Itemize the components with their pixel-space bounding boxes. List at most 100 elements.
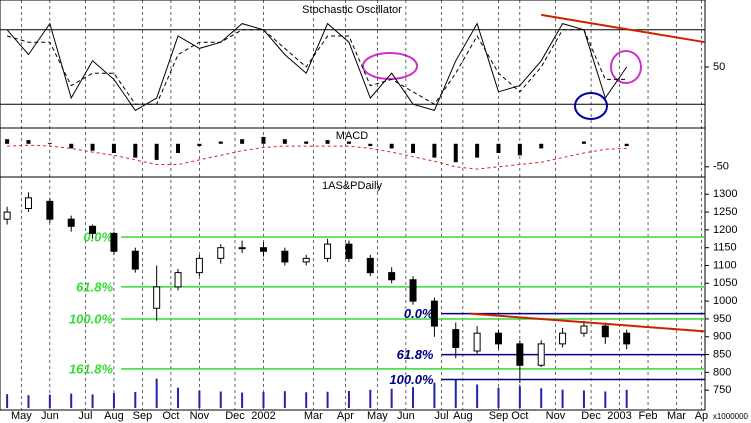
histogram-bar <box>411 143 416 153</box>
y-tick-label: 1150 <box>713 242 737 254</box>
x-tick-label: Dec <box>581 410 601 422</box>
candle-body <box>131 250 139 270</box>
histogram-bar <box>368 143 373 147</box>
series-line <box>6 29 627 105</box>
panel-title: MACD <box>336 130 368 142</box>
annotation-ellipse <box>362 52 418 80</box>
volume-bar <box>412 387 415 408</box>
volume-bar <box>347 390 350 408</box>
volume-bar <box>6 394 9 408</box>
fib-label: 61.8% <box>76 279 113 294</box>
histogram-bar <box>624 143 629 147</box>
y-tick-label: 1050 <box>713 277 737 289</box>
x-tick-label: Jun <box>397 410 415 422</box>
candle-body <box>409 279 417 302</box>
volume-unit: x1000000 <box>713 412 749 421</box>
histogram-bar <box>432 143 437 158</box>
y-tick-label: 1100 <box>713 259 737 271</box>
volume-bar <box>91 394 94 408</box>
candle-body <box>580 325 588 334</box>
histogram-bar <box>517 143 522 156</box>
panel-title: 1AS&PDaily <box>322 180 382 192</box>
histogram-bar <box>111 143 116 153</box>
histogram-bar <box>496 143 501 153</box>
y-tick-label: 1000 <box>713 295 737 307</box>
candle-body <box>601 325 609 338</box>
x-tick-label: Jul <box>78 410 92 422</box>
fib-label: 0.0% <box>404 306 434 321</box>
volume-bar <box>454 380 457 408</box>
y-tick-label: 1250 <box>713 206 737 218</box>
candle-body <box>559 332 567 345</box>
volume-bar <box>283 391 286 408</box>
histogram-bar <box>133 143 138 158</box>
x-tick-label: Sep <box>489 410 509 422</box>
x-tick-label: 2002 <box>251 410 275 422</box>
x-tick-label: Oct <box>162 410 179 422</box>
volume-bar <box>241 392 244 408</box>
volume-bar <box>433 382 436 408</box>
histogram-bar <box>304 141 309 144</box>
panel-title: Stochastic Oscillator <box>302 4 402 16</box>
x-tick-label: May <box>367 410 388 422</box>
volume-bar <box>27 395 30 408</box>
x-tick-label: Oct <box>511 410 528 422</box>
fib-label: 0.0% <box>83 229 113 244</box>
x-tick-label: Mar <box>667 410 686 422</box>
histogram-bar <box>240 139 245 144</box>
volume-bar <box>112 393 115 408</box>
candle-body <box>3 211 11 220</box>
x-tick-label: Ap <box>695 410 708 422</box>
y-tick-label: 900 <box>713 331 731 343</box>
plot-frame <box>0 0 706 411</box>
candle-body <box>366 257 374 274</box>
volume-bar <box>70 393 73 408</box>
volume-bar <box>326 391 329 408</box>
candle-body <box>452 329 460 348</box>
histogram-bar <box>453 143 458 163</box>
annotation-ellipse <box>610 50 642 84</box>
y-tick-label: 1300 <box>713 188 737 200</box>
candle-body <box>537 343 545 366</box>
histogram-bar <box>176 143 181 153</box>
candle-body <box>46 200 54 220</box>
volume-bar <box>518 386 521 408</box>
trendline <box>469 312 706 333</box>
y-tick-label: -50 <box>713 161 729 173</box>
histogram-bar <box>581 141 586 144</box>
candle-body <box>494 332 502 345</box>
volume-bar <box>134 392 137 408</box>
x-tick-label: Feb <box>639 410 658 422</box>
volume-bar <box>369 389 372 408</box>
histogram-bar <box>197 143 202 147</box>
candle-body <box>388 272 396 281</box>
candle-body <box>259 247 267 252</box>
y-tick-label: 950 <box>713 313 731 325</box>
x-tick-label: Nov <box>546 410 566 422</box>
candle-body <box>473 332 481 352</box>
volume-bar <box>219 391 222 408</box>
candle-body <box>302 257 310 263</box>
x-tick-label: Apr <box>337 410 354 422</box>
x-tick-label: Nov <box>190 410 210 422</box>
candle-body <box>516 343 524 366</box>
y-tick-label: 800 <box>713 366 731 378</box>
x-tick-label: Jul <box>434 410 448 422</box>
volume-bar <box>262 392 265 408</box>
candle-body <box>110 232 118 252</box>
histogram-bar <box>325 140 330 144</box>
candle-body <box>430 300 438 327</box>
volume-bar <box>497 387 500 408</box>
fib-label: 161.8% <box>69 361 114 376</box>
candle-body <box>67 218 75 227</box>
x-tick-label: 2003 <box>607 410 631 422</box>
x-tick-label: Sep <box>133 410 153 422</box>
histogram-bar <box>346 141 351 144</box>
x-tick-label: Dec <box>225 410 245 422</box>
histogram-bar <box>154 143 159 160</box>
volume-bar <box>305 392 308 408</box>
y-tick-label: 1200 <box>713 224 737 236</box>
volume-bar <box>48 394 51 408</box>
candle-body <box>195 257 203 274</box>
